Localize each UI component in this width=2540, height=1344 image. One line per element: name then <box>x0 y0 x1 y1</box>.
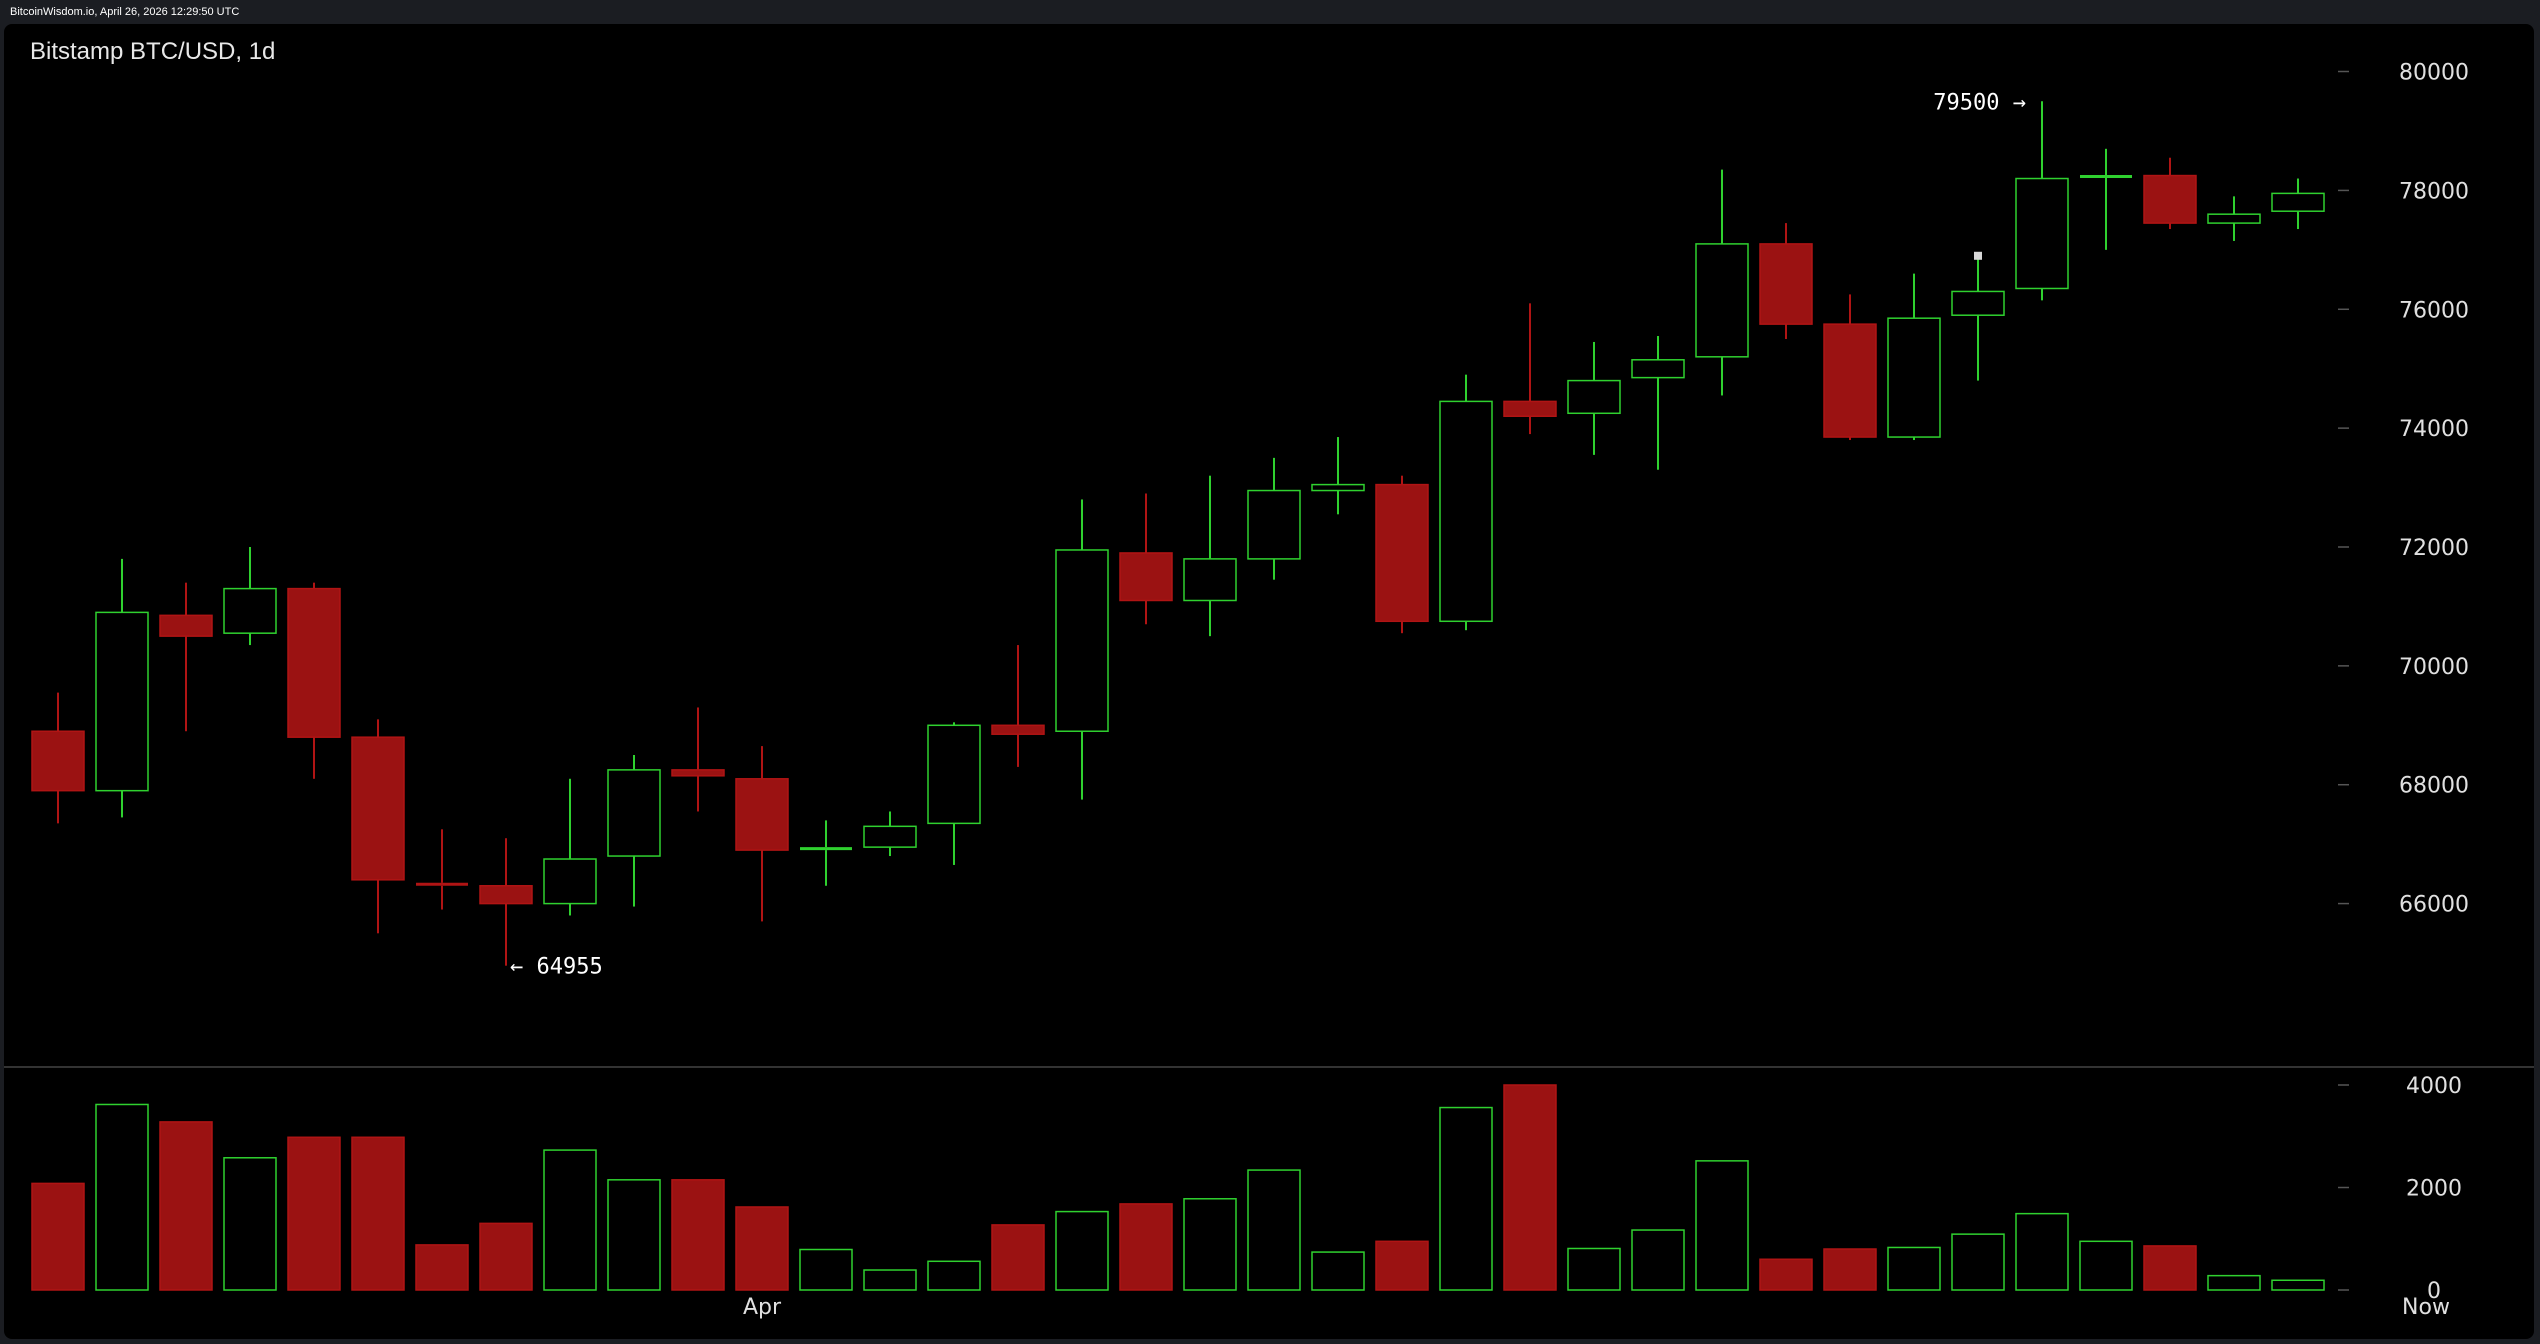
volume-bar <box>1695 1160 1749 1291</box>
volume-bar <box>1759 1258 1813 1291</box>
volume-bar <box>1823 1248 1877 1291</box>
volume-tick-label: 4000 <box>2406 1074 2462 1099</box>
volume-bar <box>287 1136 341 1291</box>
volume-tick-label: 2000 <box>2406 1177 2462 1202</box>
candle-body <box>735 778 789 851</box>
high-price-annotation: 79500 → <box>1933 90 2026 115</box>
volume-bar <box>351 1136 405 1291</box>
candle-body <box>671 769 725 777</box>
site-caption: BitcoinWisdom.io, April 26, 2026 12:29:5… <box>10 6 240 18</box>
price-tick-label: 68000 <box>2399 774 2469 799</box>
candle-body <box>607 769 661 857</box>
price-tick-label: 72000 <box>2399 536 2469 561</box>
candle-body <box>223 587 277 634</box>
price-tick-label: 74000 <box>2399 417 2469 442</box>
price-tick-label: 80000 <box>2399 61 2469 86</box>
candle-body <box>95 611 149 792</box>
volume-bar <box>95 1103 149 1291</box>
candle-body <box>1951 290 2005 316</box>
volume-bar <box>1311 1251 1365 1291</box>
volume-bar <box>735 1206 789 1291</box>
candle-body <box>1119 552 1173 602</box>
volume-bar <box>223 1157 277 1291</box>
candle-body <box>2143 174 2197 224</box>
volume-bar <box>1567 1247 1621 1291</box>
volume-bar <box>1887 1246 1941 1291</box>
marker-square <box>1974 251 1982 260</box>
volume-bar <box>1055 1210 1109 1291</box>
volume-bar <box>2207 1274 2261 1291</box>
volume-bar <box>1631 1229 1685 1291</box>
candle-body <box>1247 489 1301 560</box>
top-bar: BitcoinWisdom.io, April 26, 2026 12:29:5… <box>0 0 2540 24</box>
candle-body <box>1503 400 1557 418</box>
candle-body <box>1375 483 1429 623</box>
price-tick-label: 66000 <box>2399 893 2469 918</box>
candle-body <box>927 724 981 825</box>
candle-body <box>479 885 533 905</box>
candle-body <box>159 614 213 637</box>
candle-body <box>2015 177 2069 290</box>
price-tick-label: 70000 <box>2399 655 2469 680</box>
candle-body <box>1311 483 1365 492</box>
candle-body <box>1055 549 1109 732</box>
volume-bar <box>2015 1212 2069 1291</box>
candle-body <box>1631 359 1685 379</box>
candle-body <box>863 825 917 848</box>
candle-body <box>1567 379 1621 415</box>
volume-bar <box>2079 1240 2133 1291</box>
price-tick-label: 76000 <box>2399 298 2469 323</box>
volume-bar <box>1503 1084 1557 1291</box>
candle-body <box>543 858 597 905</box>
candle-body <box>1759 243 1813 325</box>
volume-bar <box>1119 1203 1173 1291</box>
volume-bar <box>543 1149 597 1291</box>
volume-bar <box>1183 1198 1237 1291</box>
volume-bar <box>415 1244 469 1291</box>
volume-bar <box>159 1121 213 1291</box>
volume-bar <box>1375 1240 1429 1291</box>
volume-bar <box>1951 1233 2005 1291</box>
x-axis-label: Apr <box>743 1295 782 1320</box>
volume-bar <box>31 1182 85 1291</box>
volume-tick-label: 0 <box>2427 1279 2441 1304</box>
volume-bar <box>927 1260 981 1291</box>
low-price-annotation: ← 64955 <box>510 955 603 980</box>
price-tick-label: 78000 <box>2399 179 2469 204</box>
candle-body <box>1439 400 1493 623</box>
volume-bar <box>2271 1279 2325 1291</box>
candlestick-chart[interactable]: 80000 78000 76000 74000 72000 70000 68000 66000… <box>4 24 2534 1339</box>
volume-bar <box>671 1179 725 1291</box>
volume-bar <box>607 1179 661 1291</box>
volume-bar <box>479 1222 533 1291</box>
chart-title: Bitstamp BTC/USD, 1d <box>30 38 276 65</box>
volume-bar <box>863 1269 917 1291</box>
volume-bar <box>1247 1169 1301 1291</box>
candle-body <box>1887 317 1941 438</box>
candle-body <box>1183 558 1237 602</box>
volume-bar <box>1439 1106 1493 1291</box>
candle-body <box>2271 192 2325 212</box>
candle-body <box>31 730 85 792</box>
candle-body <box>1695 243 1749 358</box>
candle-body <box>991 724 1045 735</box>
chart-panel[interactable]: 80000 78000 76000 74000 72000 70000 68000 66000… <box>4 24 2534 1339</box>
x-axis-label: Now <box>2402 1295 2450 1320</box>
candle-body <box>1823 323 1877 438</box>
volume-bar <box>2143 1245 2197 1291</box>
candle-body <box>2207 213 2261 224</box>
volume-bar <box>991 1224 1045 1291</box>
candle-body <box>287 587 341 738</box>
volume-bar <box>799 1248 853 1291</box>
candle-body <box>351 736 405 881</box>
